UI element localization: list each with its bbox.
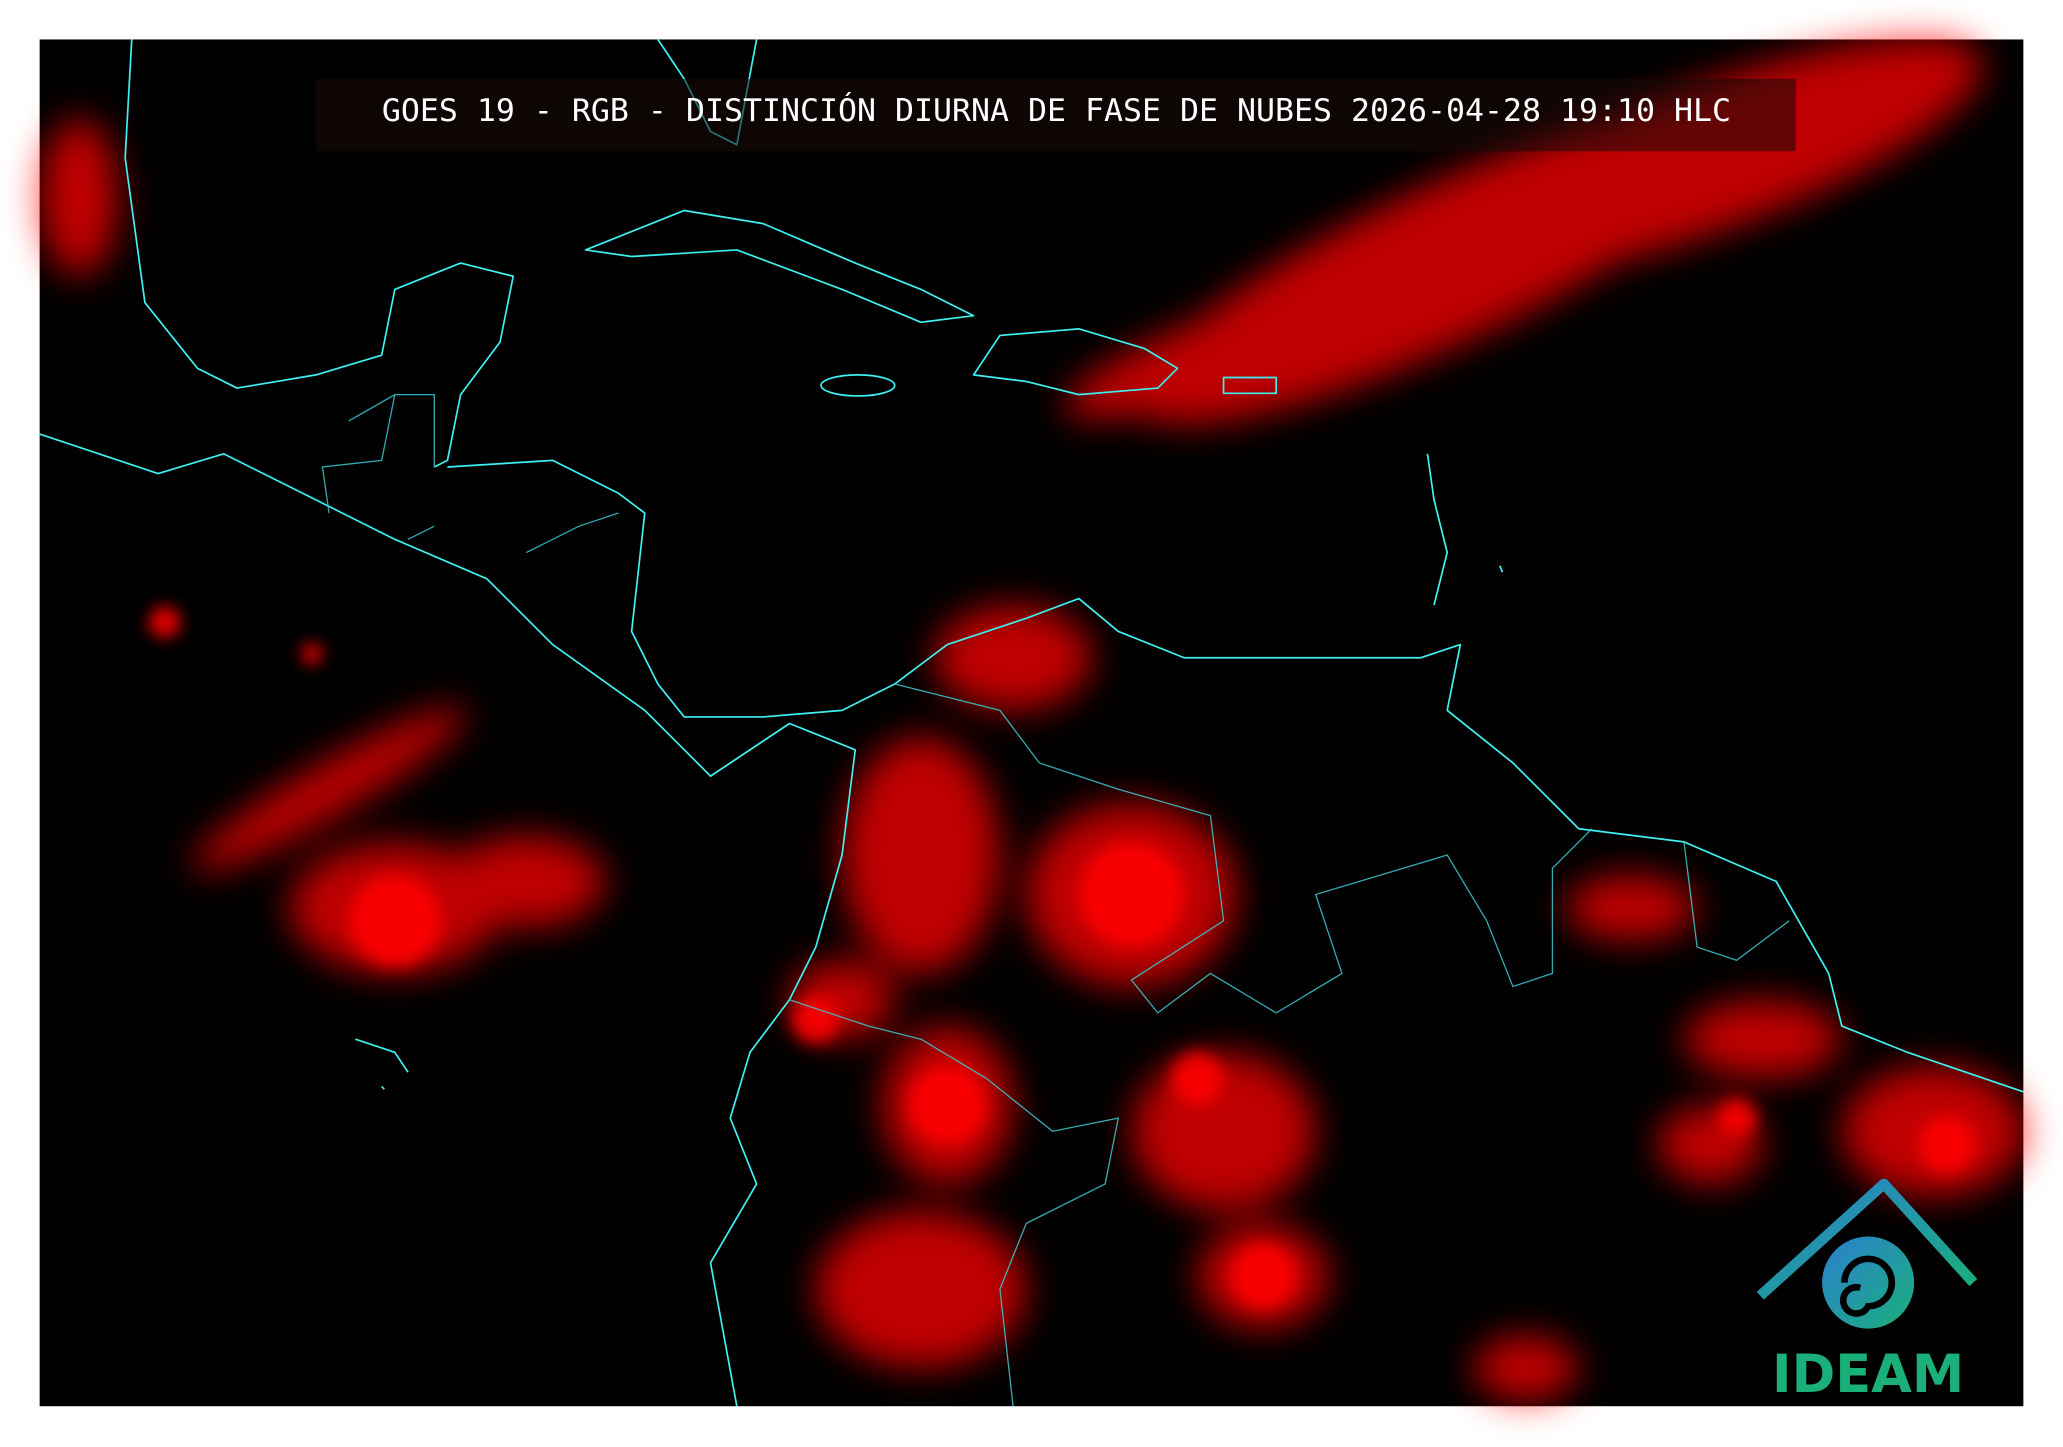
coastlines <box>39 38 2024 1407</box>
logo: IDEAM <box>1756 1178 1978 1405</box>
logo-text: IDEAM <box>1772 1344 1964 1405</box>
title: GOES 19 - RGB - DISTINCIÓN DIURNA DE FAS… <box>382 90 1731 129</box>
image-frame <box>39 39 2024 1407</box>
borders <box>321 393 1790 1407</box>
clouds <box>39 37 2026 1401</box>
title-box <box>315 78 1796 152</box>
